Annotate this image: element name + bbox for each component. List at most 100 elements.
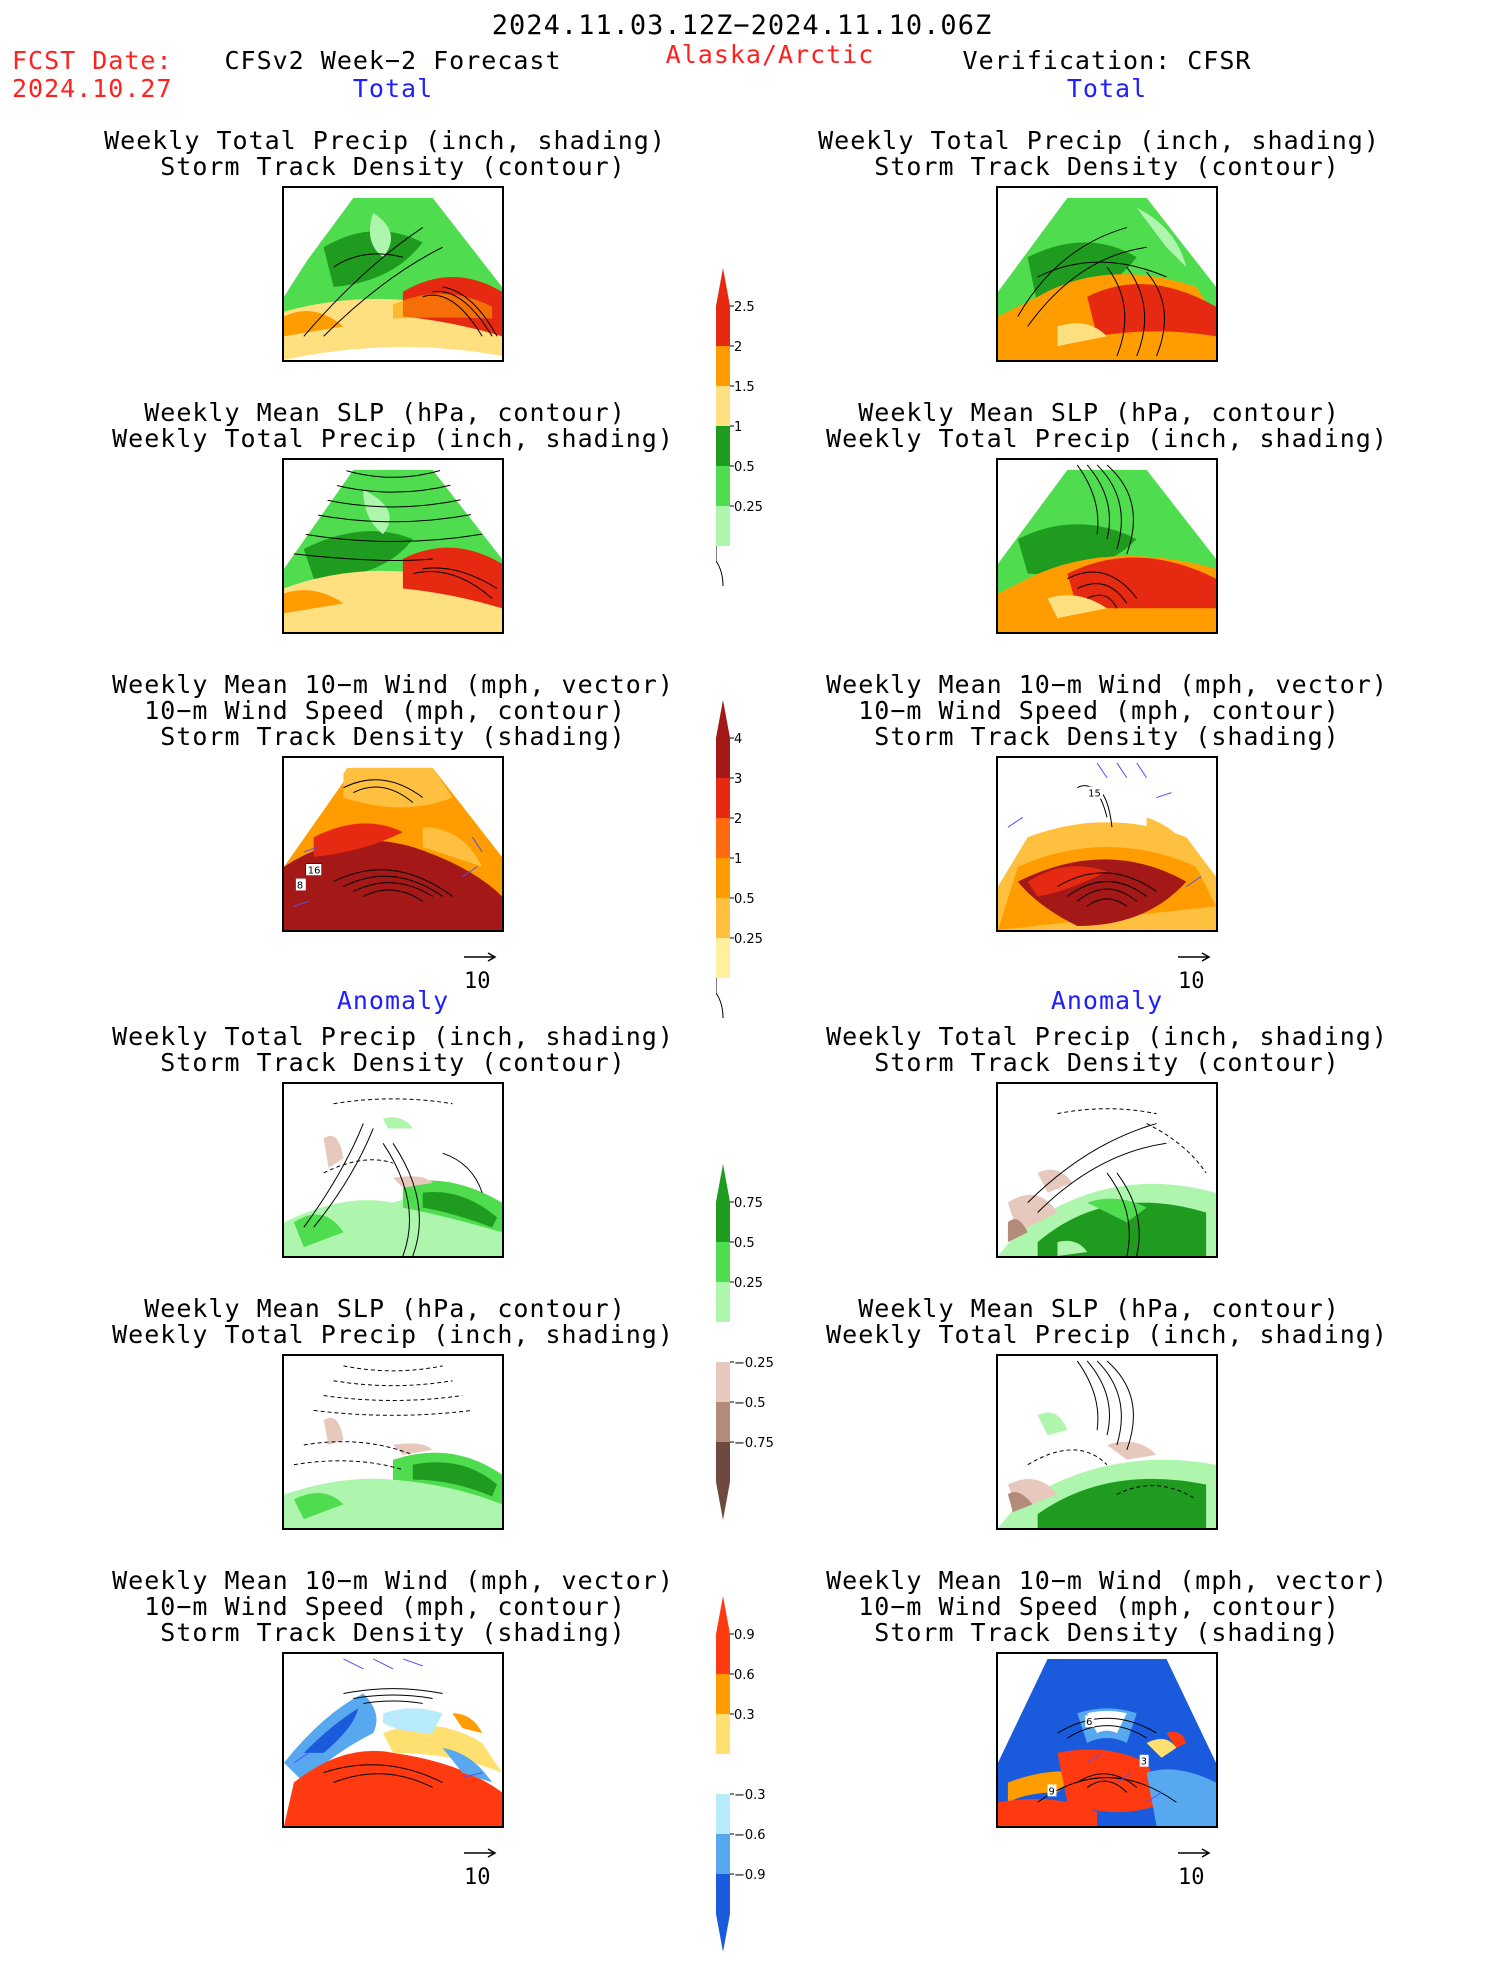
colorbar-tail [716, 546, 724, 587]
title-fcst-anom-slp-1: Weekly Mean SLP (hPa, contour) [144, 1294, 626, 1323]
colorbar-tip-bottom [716, 1482, 730, 1520]
colorbar-label: −0.25 [734, 1356, 774, 1371]
colorbar-tip-bottom [716, 1914, 730, 1952]
title-obs-anom-slp-1: Weekly Mean SLP (hPa, contour) [858, 1294, 1340, 1323]
contour-label-15: 15 [1088, 789, 1101, 800]
map-obs-anom-slp [996, 1354, 1218, 1530]
colorbar-tip-top [716, 1164, 730, 1202]
section-total-right: Total [1066, 74, 1148, 103]
colorbar-segment [716, 466, 730, 506]
colorbar-label: 1 [734, 852, 742, 867]
title-fcst-anom-slp-2: Weekly Total Precip (inch, shading) [112, 1320, 674, 1349]
colorbar-label: 0.9 [734, 1628, 755, 1643]
title-obs-total-precip-2: Storm Track Density (contour) [874, 152, 1340, 181]
fcst-date-label: FCST Date: [12, 46, 173, 75]
contour-label-9: 9 [1049, 1786, 1055, 1797]
title-obs-anom-wind-3: Storm Track Density (shading) [874, 1618, 1340, 1647]
colorbar-label: 2.5 [734, 300, 755, 315]
colorbar-gap [716, 1754, 730, 1794]
colorbar-label: 2 [734, 812, 742, 827]
colorbar-segment [716, 898, 730, 938]
colorbar-label: 0.3 [734, 1708, 755, 1723]
title-fcst-total-wind-1: Weekly Mean 10−m Wind (mph, vector) [112, 670, 674, 699]
title-obs-total-wind-3: Storm Track Density (shading) [874, 722, 1340, 751]
map-obs-anom-wind: 6 3 9 [996, 1652, 1218, 1828]
section-anomaly-left: Anomaly [336, 986, 450, 1015]
title-fcst-anom-wind-2: 10−m Wind Speed (mph, contour) [144, 1592, 626, 1621]
colorbar-tail [716, 978, 724, 1019]
title-fcst-anom-wind-1: Weekly Mean 10−m Wind (mph, vector) [112, 1566, 674, 1595]
colorbar-label: 1 [734, 420, 742, 435]
vector-scale-fcst-anom: 10 [464, 1840, 498, 1890]
colorbar-segment [716, 1634, 730, 1674]
colorbar-segment [716, 1714, 730, 1754]
colorbar-segment [716, 1282, 730, 1322]
map-obs-anom-precip [996, 1082, 1218, 1258]
vector-scale-obs-total: 10 [1178, 944, 1212, 994]
colorbar-label: 0.75 [734, 1196, 763, 1211]
date-range-title: 2024.11.03.12Z−2024.11.10.06Z [491, 10, 993, 41]
colorbar-segment [716, 818, 730, 858]
colorbar-segment [716, 1242, 730, 1282]
title-fcst-anom-precip-1: Weekly Total Precip (inch, shading) [112, 1022, 674, 1051]
colorbar-segment [716, 1362, 730, 1402]
map-fcst-anom-wind [282, 1652, 504, 1828]
colorbar-segment [716, 738, 730, 778]
vector-scale-label: 10 [1178, 969, 1205, 994]
vector-scale-label: 10 [1178, 1865, 1205, 1890]
colorbar-label: 1.5 [734, 380, 755, 395]
colorbar-label: −0.3 [734, 1788, 766, 1803]
colorbar-storm-total: 4 3 2 1 0.5 0.25 [716, 700, 806, 1033]
colorbar-precip-anom: 0.75 0.5 0.25 −0.25 −0.5 −0.75 [716, 1164, 806, 1530]
title-fcst-total-wind-2: 10−m Wind Speed (mph, contour) [144, 696, 626, 725]
title-obs-anom-wind-1: Weekly Mean 10−m Wind (mph, vector) [826, 1566, 1388, 1595]
title-obs-anom-slp-2: Weekly Total Precip (inch, shading) [826, 1320, 1388, 1349]
colorbar-tip-top [716, 700, 730, 738]
colorbar-precip-total: 2.5 2 1.5 1 0.5 0.25 [716, 268, 806, 601]
verification-title: Verification: CFSR [962, 46, 1252, 75]
title-fcst-total-wind-3: Storm Track Density (shading) [160, 722, 626, 751]
colorbar-label: −0.9 [734, 1868, 766, 1883]
map-fcst-total-slp [282, 458, 504, 634]
colorbar-segment [716, 346, 730, 386]
title-obs-total-wind-2: 10−m Wind Speed (mph, contour) [858, 696, 1340, 725]
map-fcst-total-precip [282, 186, 504, 362]
map-fcst-anom-precip [282, 1082, 504, 1258]
title-fcst-total-slp-1: Weekly Mean SLP (hPa, contour) [144, 398, 626, 427]
colorbar-segment [716, 858, 730, 898]
map-fcst-total-wind: 16 8 [282, 756, 504, 932]
colorbar-tip-top [716, 1596, 730, 1634]
colorbar-label: 4 [734, 732, 742, 747]
map-obs-total-wind: 15 [996, 756, 1218, 932]
contour-label-6: 6 [1086, 1717, 1092, 1728]
vector-scale-label: 10 [464, 969, 491, 994]
colorbar-label: −0.5 [734, 1396, 766, 1411]
contour-label-8: 8 [297, 880, 303, 891]
title-obs-anom-precip-1: Weekly Total Precip (inch, shading) [826, 1022, 1388, 1051]
model-title: CFSv2 Week−2 Forecast [224, 46, 562, 75]
colorbar-segment [716, 1834, 730, 1874]
colorbar-segment [716, 1202, 730, 1242]
section-anomaly-right: Anomaly [1050, 986, 1164, 1015]
colorbar-label: 0.5 [734, 460, 755, 475]
colorbar-segment [716, 1402, 730, 1442]
colorbar-tip-top [716, 268, 730, 306]
colorbar-segment [716, 426, 730, 466]
title-obs-anom-wind-2: 10−m Wind Speed (mph, contour) [858, 1592, 1340, 1621]
section-total-left: Total [352, 74, 434, 103]
colorbar-label: 0.6 [734, 1668, 755, 1683]
colorbar-segment [716, 1874, 730, 1914]
colorbar-segment [716, 1674, 730, 1714]
title-fcst-total-precip-2: Storm Track Density (contour) [160, 152, 626, 181]
colorbar-storm-anom: 0.9 0.6 0.3 −0.3 −0.6 −0.9 [716, 1596, 806, 1962]
contour-label-3: 3 [1141, 1757, 1147, 1768]
title-obs-total-slp-1: Weekly Mean SLP (hPa, contour) [858, 398, 1340, 427]
vector-scale-fcst-total: 10 [464, 944, 498, 994]
title-fcst-anom-wind-3: Storm Track Density (shading) [160, 1618, 626, 1647]
colorbar-label: −0.75 [734, 1436, 774, 1451]
colorbar-segment [716, 938, 730, 978]
title-obs-total-precip-1: Weekly Total Precip (inch, shading) [818, 126, 1380, 155]
title-obs-total-wind-1: Weekly Mean 10−m Wind (mph, vector) [826, 670, 1388, 699]
colorbar-label: 0.25 [734, 932, 763, 947]
colorbar-gap [716, 1322, 730, 1362]
